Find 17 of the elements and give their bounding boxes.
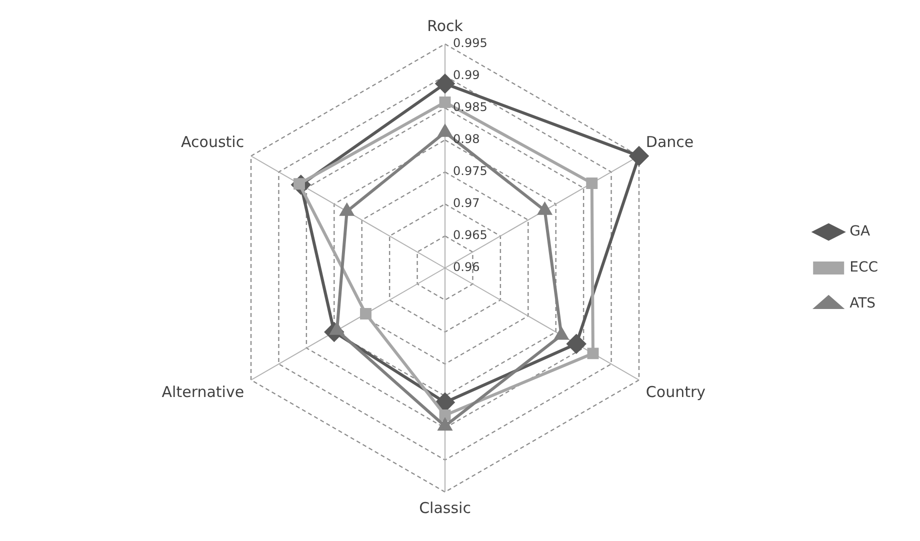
spoke-label: Dance	[646, 132, 694, 151]
legend-label: ECC	[850, 260, 878, 276]
y-tick-label: 0.965	[453, 228, 488, 242]
spoke-label: Country	[646, 382, 706, 401]
legend-label: ATS	[850, 296, 876, 312]
y-tick-label: 0.985	[453, 100, 488, 114]
y-tick-label: 0.975	[453, 164, 488, 178]
spoke-label: Classic	[419, 498, 471, 517]
legend-label: GA	[850, 224, 870, 240]
y-tick-label: 0.995	[453, 36, 488, 50]
spoke-label: Rock	[427, 16, 464, 35]
y-tick-label: 0.99	[453, 68, 480, 82]
y-tick-label: 0.96	[453, 260, 480, 274]
y-tick-label: 0.98	[453, 132, 480, 146]
spoke-label: Acoustic	[181, 132, 244, 151]
y-tick-label: 0.97	[453, 196, 480, 210]
spoke-label: Alternative	[162, 382, 244, 401]
